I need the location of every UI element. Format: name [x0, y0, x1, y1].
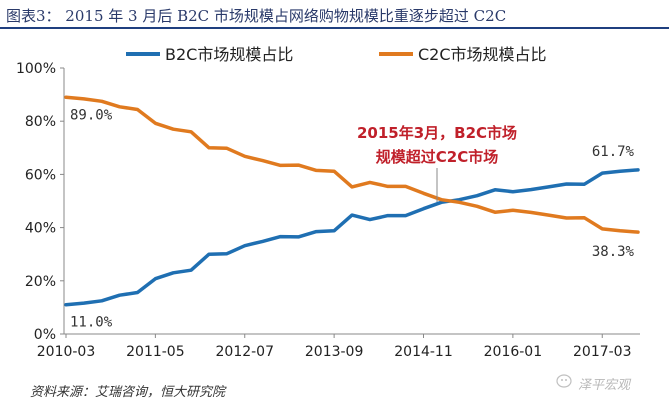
figure-title: 图表3： 2015 年 3 月后 B2C 市场规模占网络购物规模比重逐步超过 C…: [6, 7, 507, 25]
watermark: 泽平宏观: [578, 378, 631, 393]
x-tick-label: 2016-01: [484, 344, 543, 360]
y-tick-label: 40%: [25, 221, 56, 237]
data-label-c2c-start: 89.0%: [70, 107, 113, 123]
x-tick-label: 2013-09: [305, 344, 364, 360]
y-tick-label: 0%: [34, 327, 56, 343]
y-tick-label: 20%: [25, 274, 56, 290]
x-tick-label: 2010-03: [37, 344, 96, 360]
legend-c2c-label: C2C市场规模占比: [418, 45, 547, 64]
annotation-line-1: 2015年3月，B2C市场: [357, 124, 517, 142]
x-tick-label: 2011-05: [126, 344, 185, 360]
data-label-b2c-start: 11.0%: [70, 315, 113, 331]
wechat-icon: [556, 374, 572, 388]
series-line-b2c: [64, 168, 640, 307]
data-label-b2c-end: 61.7%: [592, 144, 635, 160]
y-tick-label: 100%: [16, 61, 56, 77]
source-note: 资料来源：艾瑞咨询，恒大研究院: [30, 385, 226, 400]
series-line-c2c: [64, 95, 640, 234]
legend-b2c-label: B2C市场规模占比: [165, 45, 293, 64]
annotation-line-2: 规模超过C2C市场: [376, 148, 498, 166]
x-tick-label: 2017-03: [573, 344, 632, 360]
x-tick-label: 2012-07: [216, 344, 275, 360]
title-divider: [0, 27, 669, 29]
x-tick-label: 2014-11: [394, 344, 453, 360]
y-tick-label: 60%: [25, 167, 56, 183]
data-label-c2c-end: 38.3%: [592, 244, 635, 260]
y-tick-label: 80%: [25, 114, 56, 130]
